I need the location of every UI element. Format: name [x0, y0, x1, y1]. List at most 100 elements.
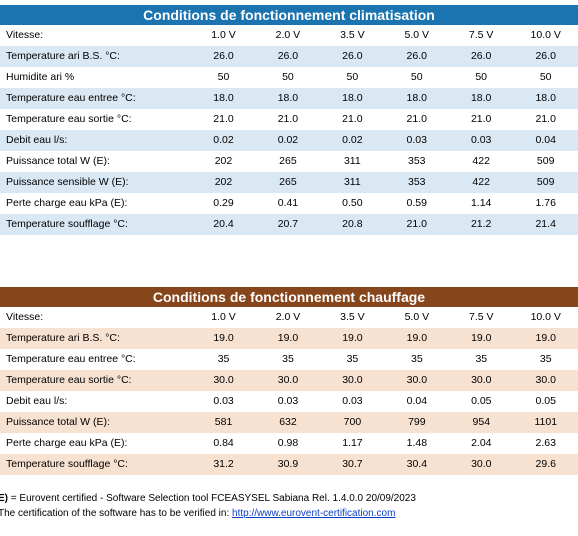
cell-value: 0.84: [213, 437, 234, 449]
cell-value: 20.7: [255, 214, 321, 235]
heating-table: Conditions de fonctionnement chauffage V…: [0, 287, 578, 475]
cell-value: 265: [255, 172, 321, 193]
cell-value: 0.29: [213, 197, 234, 209]
cell-value: 202: [214, 155, 233, 167]
cell-value: 35: [346, 353, 359, 365]
cell-value: 18.0: [320, 88, 385, 109]
row-label: Perte charge eau kPa (E):: [6, 197, 128, 209]
cell-value: 21.0: [277, 113, 299, 125]
table-row: Temperature eau entree °C: 35 35 35 35 35 35: [0, 349, 578, 370]
table-row: Puissance total W (E): 202 265 311 353 422 509: [0, 151, 578, 172]
cell-value: 7.5 V: [468, 29, 494, 41]
cell-value: 799: [384, 412, 450, 433]
row-label: Puissance total W (E):: [6, 155, 110, 167]
certification-marker: E): [0, 493, 8, 504]
cell-value: 26.0: [191, 46, 256, 67]
eurovent-link[interactable]: http://www.eurovent-certification.com: [232, 508, 396, 519]
cell-value: 353: [407, 155, 426, 167]
cell-value: 2.04: [471, 437, 492, 449]
row-label: Debit eau l/s:: [0, 130, 192, 151]
table-row: Temperature ari B.S. °C: 26.0 26.0 26.0 26.0…: [0, 46, 578, 67]
cell-value: 21.0: [406, 113, 427, 125]
cooling-table: Conditions de fonctionnement climatisati…: [0, 5, 578, 235]
cell-value: 30.0: [449, 454, 514, 475]
cell-value: 2.0 V: [275, 29, 301, 41]
cell-value: 21.0: [384, 214, 449, 235]
heating-table-title: Conditions de fonctionnement chauffage: [0, 287, 578, 307]
cell-value: 2.63: [535, 437, 556, 449]
row-label: Perte charge eau kPa (E):: [6, 437, 128, 449]
cell-value: 31.2: [191, 454, 256, 475]
cell-value: 1.0 V: [211, 311, 236, 323]
row-label: Temperature ari B.S. °C:: [0, 328, 192, 349]
row-label: Temperature eau sortie °C:: [6, 113, 132, 125]
cell-value: 311: [320, 172, 385, 193]
table-row: Temperature soufflage °C: 20.4 20.7 20.8 21.…: [0, 214, 578, 235]
cell-value: 30.0: [255, 370, 321, 391]
cell-value: 20.4: [191, 214, 256, 235]
table-row: Temperature ari B.S. °C: 19.0 19.0 19.0 19.0…: [0, 328, 578, 349]
table-row: Temperature eau sortie °C: 30.0 30.0 30.0 30…: [0, 370, 578, 391]
cooling-table-body: Vitesse: 1.0 V 2.0 V 3.5 V 5.0 V 7.5 V 10.0 V T…: [0, 25, 578, 235]
cell-value: 50: [282, 71, 294, 83]
cell-value: 0.03: [277, 395, 299, 407]
cell-value: 19.0: [384, 328, 450, 349]
cell-value: 50: [475, 71, 488, 83]
table-row: Perte charge eau kPa (E): 0.29 0.41 0.50 0.5…: [0, 193, 578, 214]
row-label: Puissance sensible W (E):: [0, 172, 192, 193]
cell-value: 0.50: [342, 197, 363, 209]
cell-value: 1.76: [535, 197, 556, 209]
cell-value: 509: [536, 155, 555, 167]
table-row: Temperature eau entree °C: 18.0 18.0 18.0 18…: [0, 88, 578, 109]
cell-value: 30.7: [320, 454, 385, 475]
cell-value: 2.0 V: [275, 311, 301, 323]
cell-value: 7.5 V: [469, 311, 494, 323]
table-row: Temperature soufflage °C: 31.2 30.9 30.7 30.…: [0, 454, 578, 475]
cell-value: 18.0: [513, 88, 578, 109]
cell-value: 18.0: [448, 88, 514, 109]
cell-value: 18.0: [191, 88, 256, 109]
cell-value: 50: [410, 71, 423, 83]
row-label: Humidite ari %: [6, 71, 75, 83]
table-row: Debit eau l/s: 0.02 0.02 0.02 0.03 0.03 0.04: [0, 130, 578, 151]
cell-value: 0.03: [342, 395, 363, 407]
cell-value: 19.0: [513, 328, 578, 349]
cell-value: 700: [320, 412, 385, 433]
cell-value: 0.03: [384, 130, 449, 151]
cell-value: 21.2: [448, 214, 514, 235]
cell-value: 35: [475, 353, 488, 365]
cell-value: 18.0: [384, 88, 449, 109]
cell-value: 50: [539, 71, 552, 83]
cell-value: 30.4: [384, 454, 450, 475]
cell-value: 0.03: [448, 130, 514, 151]
cell-value: 1101: [513, 412, 578, 433]
row-label: Temperature eau entree °C:: [0, 88, 192, 109]
table-row: Perte charge eau kPa (E): 0.84 0.98 1.17 1.4…: [0, 433, 578, 454]
cell-value: 422: [448, 172, 514, 193]
cell-value: 0.04: [513, 130, 578, 151]
cell-value: 35: [411, 353, 423, 365]
cell-value: 21.0: [535, 113, 556, 125]
cell-value: 3.5 V: [340, 311, 365, 323]
verification-text: The certification of the software has to…: [0, 508, 233, 519]
cell-value: 265: [279, 155, 297, 167]
cell-value: 21.4: [513, 214, 578, 235]
cell-value: 21.0: [470, 113, 492, 125]
cell-value: 21.0: [213, 113, 234, 125]
cell-value: 581: [191, 412, 256, 433]
cell-value: 3.5 V: [340, 29, 365, 41]
cell-value: 30.0: [191, 370, 256, 391]
cell-value: 19.0: [191, 328, 256, 349]
verification-note: The certification of the software has to…: [0, 507, 395, 520]
table-row: Vitesse: 1.0 V 2.0 V 3.5 V 5.0 V 7.5 V 10.0 V: [0, 25, 578, 46]
certification-text: = Eurovent certified - Software Selectio…: [8, 493, 416, 504]
cell-value: 26.0: [384, 46, 449, 67]
cell-value: 50: [346, 71, 359, 83]
cell-value: 26.0: [448, 46, 514, 67]
cell-value: 26.0: [255, 46, 321, 67]
row-label: Vitesse:: [6, 311, 44, 323]
row-label: Temperature ari B.S. °C:: [0, 46, 192, 67]
cell-value: 0.04: [406, 395, 428, 407]
heating-table-body: Vitesse: 1.0 V 2.0 V 3.5 V 5.0 V 7.5 V 10.0 V T…: [0, 307, 578, 475]
row-label: Temperature soufflage °C:: [0, 454, 192, 475]
